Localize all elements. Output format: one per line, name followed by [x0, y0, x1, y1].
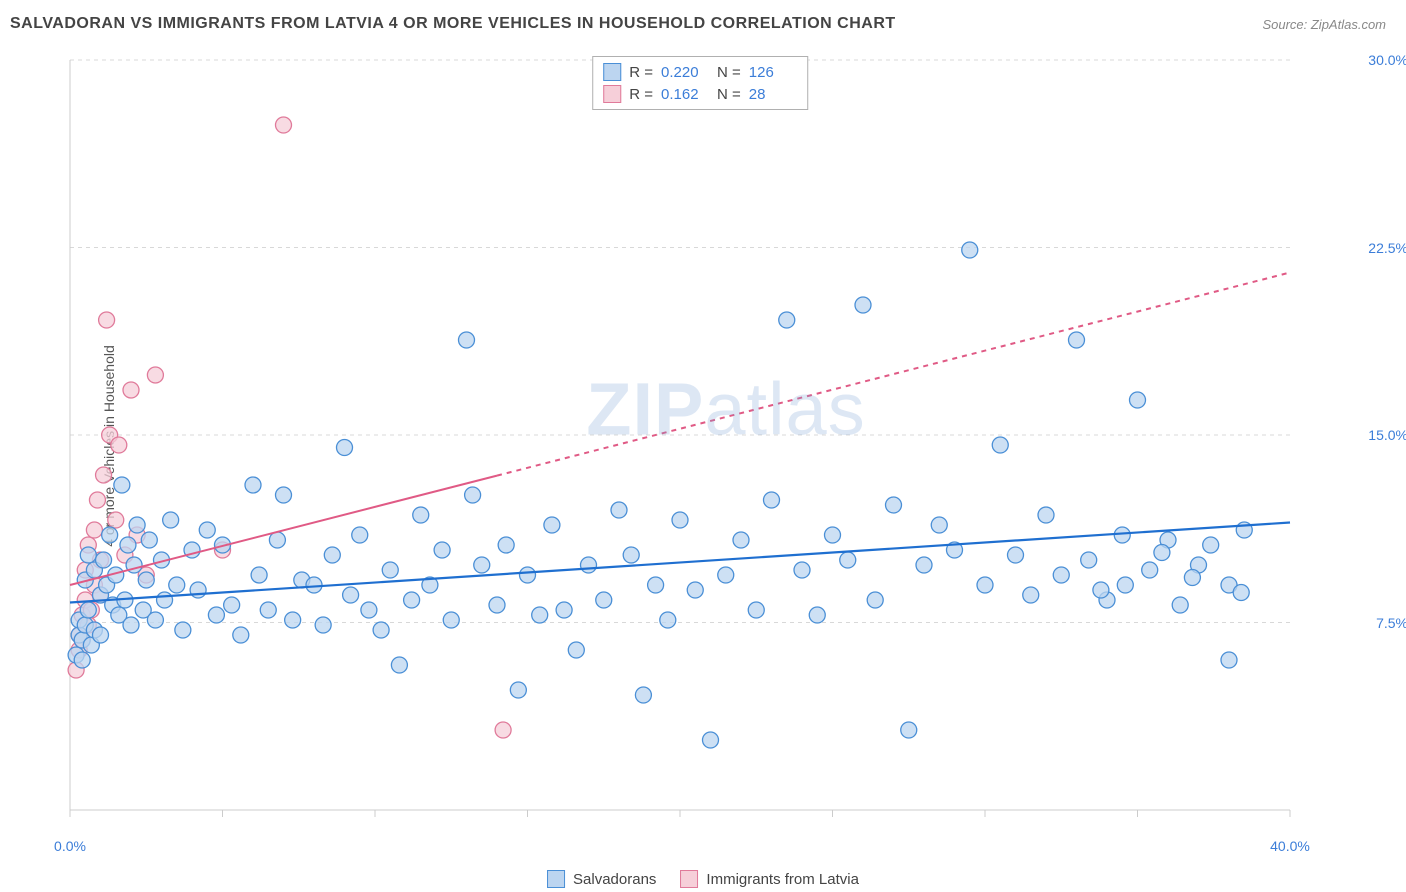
legend-label: Salvadorans: [573, 871, 656, 888]
stat-r-label: R =: [629, 86, 653, 103]
stat-n-value: 28: [749, 86, 797, 103]
y-tick-label: 7.5%: [1376, 615, 1406, 631]
swatch-salvadorans: [603, 63, 621, 81]
plot-area: R = 0.220 N = 126 R = 0.162 N = 28 ZIPat…: [50, 50, 1350, 830]
chart-title: SALVADORAN VS IMMIGRANTS FROM LATVIA 4 O…: [10, 15, 896, 33]
legend-label: Immigrants from Latvia: [706, 871, 859, 888]
x-tick-label: 0.0%: [54, 838, 86, 854]
y-tick-label: 22.5%: [1368, 240, 1406, 256]
scatter-plot: [50, 50, 1350, 830]
stat-r-value: 0.220: [661, 64, 709, 81]
swatch-salvadorans: [547, 870, 565, 888]
swatch-latvia: [680, 870, 698, 888]
stats-legend: R = 0.220 N = 126 R = 0.162 N = 28: [592, 56, 808, 110]
stat-n-label: N =: [717, 86, 741, 103]
stat-r-label: R =: [629, 64, 653, 81]
stat-n-value: 126: [749, 64, 797, 81]
y-tick-label: 30.0%: [1368, 52, 1406, 68]
swatch-latvia: [603, 85, 621, 103]
x-tick-label: 40.0%: [1270, 838, 1310, 854]
stats-row-salvadorans: R = 0.220 N = 126: [603, 61, 797, 83]
y-tick-label: 15.0%: [1368, 427, 1406, 443]
stat-r-value: 0.162: [661, 86, 709, 103]
series-legend: Salvadorans Immigrants from Latvia: [547, 870, 859, 888]
legend-item-latvia: Immigrants from Latvia: [680, 870, 859, 888]
stat-n-label: N =: [717, 64, 741, 81]
source-label: Source: ZipAtlas.com: [1262, 17, 1386, 32]
legend-item-salvadorans: Salvadorans: [547, 870, 656, 888]
stats-row-latvia: R = 0.162 N = 28: [603, 83, 797, 105]
